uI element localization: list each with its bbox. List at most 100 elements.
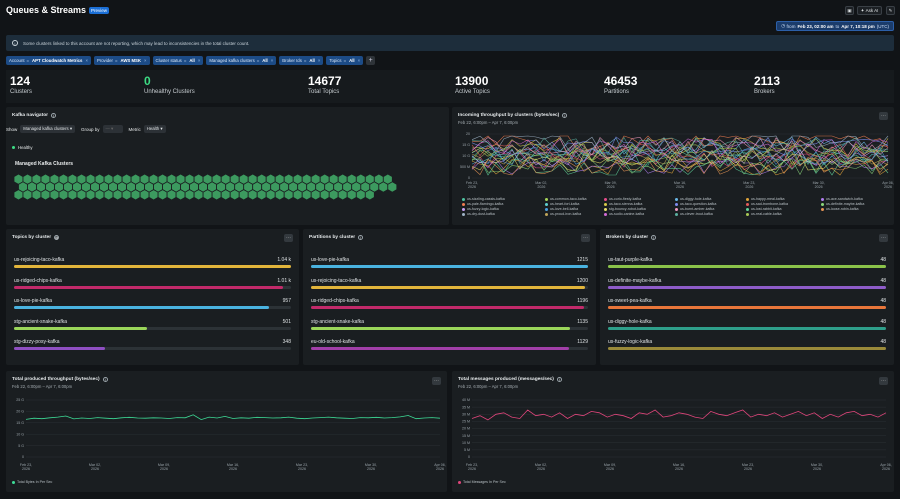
- filter-chip[interactable]: Broker Ids = All ×: [279, 56, 324, 65]
- bar-row[interactable]: us-diggy-hole-kafka 48: [606, 319, 888, 339]
- cluster-hex[interactable]: [58, 189, 69, 201]
- cluster-hex[interactable]: [76, 189, 87, 201]
- legend-item[interactable]: us-love-bell-kafka: [545, 207, 578, 211]
- bar-row[interactable]: eu-old-school-kafka 1129: [309, 339, 590, 359]
- cluster-hex[interactable]: [301, 189, 312, 201]
- ask-ai-button[interactable]: ✦ Ask AI: [857, 6, 882, 15]
- cluster-hex[interactable]: [157, 189, 168, 201]
- filter-chip[interactable]: Provider = AWS MSK ×: [93, 56, 150, 65]
- cluster-hex[interactable]: [22, 189, 33, 201]
- cluster-hex[interactable]: [220, 189, 231, 201]
- cluster-hex[interactable]: [211, 189, 222, 201]
- cluster-hex[interactable]: [229, 189, 240, 201]
- cluster-hex[interactable]: [49, 189, 60, 201]
- cluster-hex[interactable]: [319, 189, 330, 201]
- legend-item[interactable]: us-real-cable-kafka: [746, 212, 782, 216]
- kpi-active-topics[interactable]: 13900 Active Topics: [455, 74, 490, 95]
- filter-chip[interactable]: Account = APT Cloudwatch Metrics ×: [6, 56, 91, 65]
- kpi-unhealthy-clusters[interactable]: 0 Unhealthy Clusters: [144, 74, 195, 95]
- cluster-hex[interactable]: [193, 189, 204, 201]
- legend-item[interactable]: us-common-taco-kafka: [545, 197, 587, 201]
- cluster-hex[interactable]: [292, 189, 303, 201]
- close-icon[interactable]: ×: [197, 58, 201, 63]
- legend-item[interactable]: us-happy-meal-kafka: [746, 197, 785, 201]
- edit-icon[interactable]: ✎: [886, 6, 895, 15]
- legend-item[interactable]: us-lost-rabbit-kafka: [746, 207, 782, 211]
- cluster-hex[interactable]: [238, 189, 249, 201]
- legend-item[interactable]: us-taco-question-kafka: [675, 202, 716, 206]
- add-filter-button[interactable]: +: [366, 56, 376, 65]
- bar-row[interactable]: stg-ancient-snake-kafka 501: [12, 319, 293, 339]
- legend-item[interactable]: us-curio-fiesty-kafka: [604, 197, 641, 201]
- close-icon[interactable]: ×: [85, 58, 88, 63]
- show-select[interactable]: Managed kafka clusters ▾: [20, 125, 76, 133]
- legend-item[interactable]: us-loose-robin-kafka: [821, 207, 859, 211]
- cluster-hex[interactable]: [148, 189, 159, 201]
- legend-item[interactable]: us-proud-iron-kafka: [545, 212, 581, 216]
- cluster-hex[interactable]: [31, 189, 42, 201]
- cluster-hex[interactable]: [310, 189, 321, 201]
- cluster-hex[interactable]: [175, 189, 186, 201]
- legend-item[interactable]: us-pale-flamingo-kafka: [462, 202, 503, 206]
- info-icon[interactable]: i: [556, 377, 562, 382]
- filter-chip[interactable]: Cluster status = All ×: [152, 56, 204, 65]
- cluster-hex[interactable]: [355, 189, 366, 201]
- cluster-hex[interactable]: [94, 189, 105, 201]
- legend-item[interactable]: us-taco-sienna-kafka: [604, 202, 642, 206]
- legend-item[interactable]: stg-bouncy-robot-kafka: [604, 207, 646, 211]
- kpi-partitions[interactable]: 46453 Partitions: [604, 74, 638, 95]
- filter-chip[interactable]: Topics = All ×: [326, 56, 364, 65]
- cluster-hex[interactable]: [247, 189, 258, 201]
- bar-row[interactable]: us-sweet-pea-kafka 48: [606, 298, 888, 318]
- legend-item[interactable]: us-dry-dust-kafka: [462, 212, 495, 216]
- cluster-hex[interactable]: [121, 189, 132, 201]
- bar-row[interactable]: us-ridged-chips-kafka 1.01 k: [12, 278, 293, 298]
- more-options-button[interactable]: ⋯: [879, 234, 888, 242]
- metric-select[interactable]: Health ▾: [143, 125, 166, 133]
- legend-item[interactable]: us-diggy-hole-kafka: [675, 197, 711, 201]
- more-options-button[interactable]: ⋯: [284, 234, 293, 242]
- info-icon[interactable]: i: [102, 377, 108, 382]
- info-icon[interactable]: i: [651, 235, 657, 240]
- more-options-button[interactable]: ⋯: [879, 112, 888, 120]
- close-icon[interactable]: ×: [357, 58, 361, 63]
- cluster-hex[interactable]: [274, 189, 285, 201]
- table-icon[interactable]: ▤: [54, 235, 60, 240]
- legend-item[interactable]: us-ace-sandwich-kafka: [821, 197, 863, 201]
- cluster-hex[interactable]: [112, 189, 123, 201]
- more-options-button[interactable]: ⋯: [581, 234, 590, 242]
- bar-row[interactable]: us-rejoicing-taco-kafka 1200: [309, 278, 590, 298]
- bar-row[interactable]: us-taut-purple-kafka 48: [606, 257, 888, 277]
- bar-row[interactable]: us-definite-maybe-kafka 48: [606, 278, 888, 298]
- bar-row[interactable]: us-fuzzy-logic-kafka 48: [606, 339, 888, 359]
- bar-row[interactable]: us-rejoicing-taco-kafka 1.04 k: [12, 257, 293, 277]
- legend-item[interactable]: us-clever-trout-kafka: [675, 212, 713, 216]
- bar-row[interactable]: us-love-pie-kafka 957: [12, 298, 293, 318]
- cluster-hex[interactable]: [328, 189, 339, 201]
- bar-row[interactable]: us-ridged-chips-kafka 1196: [309, 298, 590, 318]
- cluster-hex[interactable]: [67, 189, 78, 201]
- cluster-hex[interactable]: [40, 189, 51, 201]
- bar-row[interactable]: stg-ancient-snake-kafka 1135: [309, 319, 590, 339]
- cluster-hex[interactable]: [283, 189, 294, 201]
- cluster-hex[interactable]: [166, 189, 177, 201]
- cluster-hex[interactable]: [85, 189, 96, 201]
- close-icon[interactable]: ×: [317, 58, 321, 63]
- legend-item[interactable]: us-sad-trombone-kafka: [746, 202, 788, 206]
- info-icon[interactable]: i: [358, 235, 364, 240]
- cluster-hex[interactable]: [337, 189, 348, 201]
- cluster-hex[interactable]: [184, 189, 195, 201]
- cluster-hex[interactable]: [130, 189, 141, 201]
- date-range-picker[interactable]: ◷ from Feb 23, 02:00 am to Apr 7, 10:18 …: [776, 21, 894, 31]
- cluster-hex[interactable]: [364, 189, 375, 201]
- cluster-hex[interactable]: [202, 189, 213, 201]
- kpi-total-topics[interactable]: 14677 Total Topics: [308, 74, 342, 95]
- legend-item[interactable]: us-sudio-canine-kafka: [604, 212, 644, 216]
- legend-item[interactable]: us-fuzzy-logic-kafka: [462, 207, 499, 211]
- info-icon[interactable]: i: [562, 113, 568, 118]
- bar-row[interactable]: stg-dizzy-posy-kafka 348: [12, 339, 293, 359]
- legend-item[interactable]: us-heart-fort-kafka: [545, 202, 579, 206]
- more-options-button[interactable]: ⋯: [432, 377, 441, 385]
- more-options-button[interactable]: ⋯: [879, 377, 888, 385]
- kpi-clusters[interactable]: 124 Clusters: [10, 74, 33, 95]
